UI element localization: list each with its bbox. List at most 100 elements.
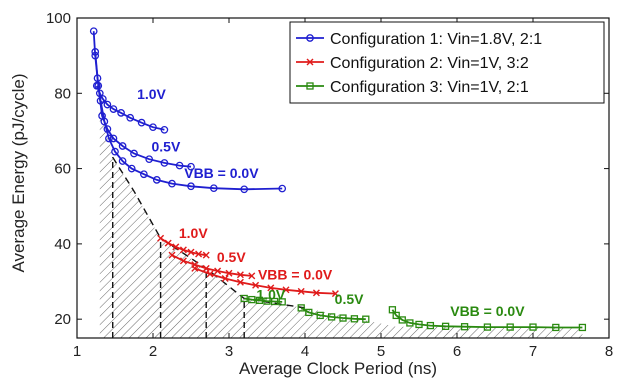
data-point bbox=[93, 74, 102, 83]
x-axis-title: Average Clock Period (ns) bbox=[239, 359, 437, 378]
series-5 bbox=[191, 264, 339, 298]
data-point bbox=[252, 281, 260, 289]
data-point bbox=[118, 157, 127, 165]
data-point bbox=[187, 162, 195, 171]
data-point bbox=[529, 323, 537, 331]
x-tick-label: 5 bbox=[377, 343, 385, 360]
legend-entry-0: Configuration 1: Vin=1.8V, 2:1 bbox=[296, 31, 542, 48]
data-point bbox=[149, 123, 157, 132]
data-point bbox=[118, 142, 127, 150]
data-point bbox=[137, 118, 146, 127]
series-3 bbox=[157, 234, 210, 259]
data-point bbox=[168, 251, 176, 259]
data-point bbox=[248, 272, 256, 280]
voltage-label-4: 0.5V bbox=[217, 249, 246, 265]
series-line-2 bbox=[92, 31, 283, 191]
data-point bbox=[240, 185, 249, 194]
data-point bbox=[179, 246, 187, 254]
data-point bbox=[96, 96, 105, 105]
series-2 bbox=[89, 27, 287, 194]
voltage-label-2: VBB = 0.0V bbox=[184, 165, 259, 181]
legend-marker bbox=[306, 58, 314, 66]
data-point bbox=[297, 287, 305, 295]
data-point bbox=[187, 182, 195, 191]
legend-marker bbox=[306, 82, 314, 90]
data-point bbox=[105, 134, 113, 143]
series-6 bbox=[240, 294, 286, 306]
data-point bbox=[327, 313, 336, 321]
legend-marker bbox=[306, 34, 314, 42]
data-point bbox=[263, 297, 271, 305]
legend-box bbox=[289, 21, 605, 104]
y-tick-label: 60 bbox=[54, 161, 71, 178]
data-point bbox=[339, 314, 347, 322]
data-point bbox=[127, 164, 136, 173]
data-point bbox=[89, 27, 98, 36]
data-point bbox=[202, 251, 210, 259]
data-point bbox=[140, 170, 148, 179]
legend: Configuration 1: Vin=1.8V, 2:1 Configurat… bbox=[289, 21, 605, 104]
voltage-label-5: VBB = 0.0V bbox=[258, 267, 333, 283]
data-point bbox=[168, 179, 176, 188]
x-tick-label: 1 bbox=[73, 343, 81, 360]
voltage-label-7: 0.5V bbox=[335, 291, 364, 307]
series-line-4 bbox=[171, 254, 252, 277]
data-point bbox=[195, 250, 203, 258]
data-point bbox=[240, 294, 248, 303]
data-point bbox=[175, 161, 184, 170]
series-7 bbox=[297, 304, 370, 323]
data-point bbox=[164, 239, 172, 247]
data-point bbox=[552, 323, 560, 332]
data-point bbox=[145, 155, 154, 164]
x-tick-label: 3 bbox=[225, 343, 233, 360]
series-line-6 bbox=[244, 297, 283, 303]
legend-entry-1: Configuration 2: Vin=1V, 3:2 bbox=[296, 55, 529, 72]
data-point bbox=[415, 320, 423, 329]
data-point bbox=[406, 319, 414, 327]
series-line-8 bbox=[391, 309, 583, 329]
data-point bbox=[350, 315, 359, 323]
voltage-label-8: VBB = 0.0V bbox=[450, 303, 525, 319]
data-point bbox=[362, 315, 370, 323]
x-tick-label: 8 bbox=[605, 343, 613, 360]
legend-label: Configuration 3: Vin=1V, 2:1 bbox=[330, 79, 529, 96]
voltage-label-3: 1.0V bbox=[179, 225, 208, 241]
data-point bbox=[160, 125, 169, 134]
data-point bbox=[117, 109, 125, 117]
data-point bbox=[267, 284, 275, 292]
data-point bbox=[426, 321, 435, 330]
data-point bbox=[460, 323, 469, 331]
y-tick-label: 80 bbox=[54, 85, 71, 102]
data-point bbox=[388, 306, 397, 314]
data-point bbox=[109, 105, 118, 113]
data-point bbox=[236, 271, 244, 279]
x-tick-label: 4 bbox=[301, 343, 309, 360]
data-point bbox=[483, 323, 492, 331]
data-point bbox=[270, 297, 279, 306]
data-point bbox=[130, 149, 138, 158]
axes: 1 2 3 4 5 6 7 8 20 40 60 80 100 Average Clock Period … bbox=[9, 10, 613, 378]
legend-label: Configuration 2: Vin=1V, 3:2 bbox=[330, 55, 529, 72]
data-point bbox=[109, 134, 118, 143]
y-tick-label: 40 bbox=[54, 236, 71, 253]
voltage-label-6: 1.0V bbox=[256, 287, 285, 303]
data-point bbox=[441, 322, 450, 330]
data-point bbox=[255, 296, 264, 305]
series-line-7 bbox=[300, 307, 366, 321]
legend-entry-2: Configuration 3: Vin=1V, 2:1 bbox=[296, 79, 529, 96]
data-point bbox=[187, 248, 195, 256]
voltage-label-0: 1.0V bbox=[137, 86, 166, 102]
data-point bbox=[209, 184, 218, 193]
data-point bbox=[236, 278, 244, 286]
y-tick-label: 100 bbox=[46, 10, 71, 27]
data-point bbox=[160, 159, 169, 167]
data-point bbox=[316, 311, 324, 320]
data-point bbox=[578, 323, 587, 332]
plot-frame bbox=[76, 17, 610, 339]
data-point bbox=[248, 295, 256, 304]
y-tick-label: 20 bbox=[54, 311, 71, 328]
series-line-5 bbox=[194, 267, 336, 295]
data-point bbox=[111, 147, 119, 156]
data-point bbox=[103, 100, 112, 109]
